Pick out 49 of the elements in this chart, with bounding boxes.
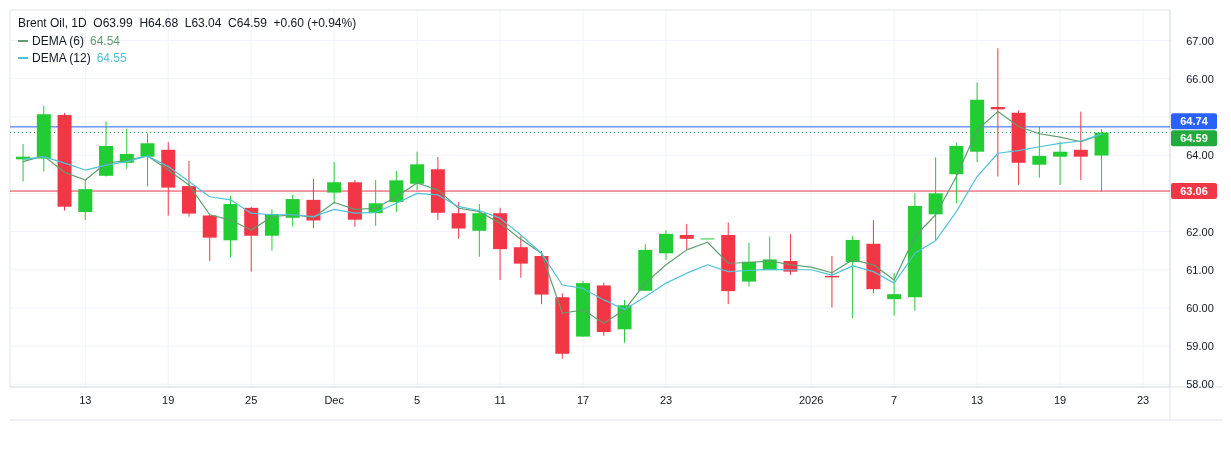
- x-tick-label: 5: [414, 394, 421, 406]
- y-tick-label: 62.00: [1186, 225, 1214, 238]
- x-tick-label: 23: [659, 394, 673, 406]
- x-tick-label: Dec: [324, 394, 345, 406]
- candlestick: [472, 203, 487, 258]
- x-tick-label: 7: [891, 394, 898, 406]
- candlestick: [659, 229, 674, 261]
- candlestick: [1053, 141, 1068, 186]
- candlestick: [513, 235, 528, 279]
- y-tick-label: 59.00: [1186, 340, 1214, 353]
- candlestick: [887, 272, 902, 317]
- y-tick-label: 58.00: [1186, 378, 1214, 391]
- text: Brent Oil, 1D O63.99 H64.68 L63.04 C64.59 +0.60 (+0.94%): [18, 16, 357, 30]
- candlestick: [451, 201, 466, 240]
- candlestick: [389, 170, 404, 213]
- x-tick-label: 19: [162, 394, 175, 406]
- y-tick-label: 61.00: [1186, 263, 1214, 276]
- x-tick-label: 13: [970, 394, 984, 406]
- x-tick-label: 23: [1136, 394, 1150, 406]
- candlestick: [140, 132, 155, 187]
- x-tick-label: 19: [1053, 394, 1067, 406]
- ref-line-label: 63.06: [1180, 185, 1208, 198]
- y-tick-label: 64.00: [1186, 149, 1214, 162]
- x-tick-label: 2026: [798, 394, 824, 406]
- candlestick: [679, 223, 694, 251]
- candlestick: [285, 194, 300, 228]
- ref-line-label: 64.59: [1180, 132, 1208, 145]
- ref-line-label: 64.74: [1180, 115, 1209, 128]
- x-tick-label: 17: [576, 394, 590, 406]
- candlestick: [410, 151, 425, 191]
- candlestick: [78, 179, 93, 221]
- candlestick: [928, 156, 943, 242]
- y-tick-label: 60.00: [1186, 301, 1214, 314]
- candlestick: [202, 213, 217, 262]
- candlestick: [845, 235, 860, 319]
- y-tick-label: 66.00: [1186, 72, 1214, 85]
- candlestick: [327, 161, 342, 205]
- candlestick: [741, 242, 756, 288]
- legend-label: DEMA (6): [32, 34, 85, 48]
- annotation: 64.54: [90, 34, 121, 48]
- legend-label: DEMA (12): [32, 51, 91, 65]
- y-tick-label: 67.00: [1186, 34, 1214, 47]
- candlestick: [1032, 126, 1047, 179]
- x-tick-label: 25: [245, 394, 258, 406]
- x-tick-label: 11: [494, 394, 506, 406]
- annotation: 64.55: [96, 51, 128, 65]
- candlestick: [1073, 111, 1088, 181]
- candlestick: [1094, 128, 1109, 193]
- x-tick-label: 13: [79, 394, 92, 406]
